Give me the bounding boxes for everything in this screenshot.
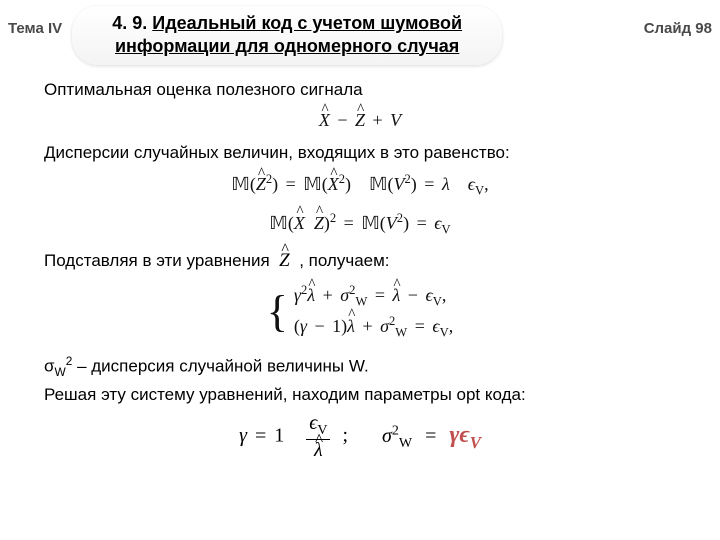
formula-1: X − Z + V — [44, 108, 676, 132]
slide-title: 4. 9. Идеальный код с учетом шумовой инф… — [72, 6, 502, 65]
x-hat: X — [319, 108, 330, 132]
formula-2b: 𝕄(X Z)2 = 𝕄(V2) = ϵV — [44, 210, 676, 239]
para-1: Оптимальная оценка полезного сигнала — [44, 79, 676, 102]
z-hat: Z — [355, 108, 365, 132]
highlight-term: γϵV — [449, 422, 481, 448]
slide-number: Слайд 98 — [644, 6, 712, 37]
formula-2a: 𝕄(Z2) = 𝕄(X2) 𝕄(V2) = λ ϵV, — [44, 171, 676, 200]
slide-content: Оптимальная оценка полезного сигнала X −… — [0, 65, 720, 461]
left-brace: { — [267, 290, 288, 334]
system-eq-1: γ2λ + σ2W = λ − ϵV, — [294, 282, 453, 311]
para-3: Подставляя в эти уравнения Z , получаем: — [44, 248, 676, 274]
theme-label: Тема IV — [8, 6, 62, 37]
result-gamma: γ = 1 ϵV λ ; — [239, 413, 348, 461]
para-4: σW2 – дисперсия случайной величины W. — [44, 353, 676, 380]
title-prefix: 4. 9. — [112, 13, 152, 33]
para-5: Решая эту систему уравнений, находим пар… — [44, 384, 676, 407]
fraction: ϵV λ — [304, 413, 332, 461]
formula-system: { γ2λ + σ2W = λ − ϵV, (γ − 1)λ + σ2W — [44, 280, 676, 343]
title-main: Идеальный код с учетом шумовой информаци… — [115, 13, 462, 56]
z-hat-inline: Z — [279, 248, 290, 274]
m-operator: 𝕄 — [231, 174, 249, 194]
formula-result: γ = 1 ϵV λ ; σ2W = γϵV — [44, 413, 676, 461]
system-eq-2: (γ − 1)λ + σ2W = ϵV, — [294, 313, 453, 342]
para-2: Дисперсии случайных величин, входящих в … — [44, 142, 676, 165]
result-sigma: σ2W = γϵV — [382, 419, 481, 454]
header-bar: Тема IV 4. 9. Идеальный код с учетом шум… — [0, 0, 720, 65]
